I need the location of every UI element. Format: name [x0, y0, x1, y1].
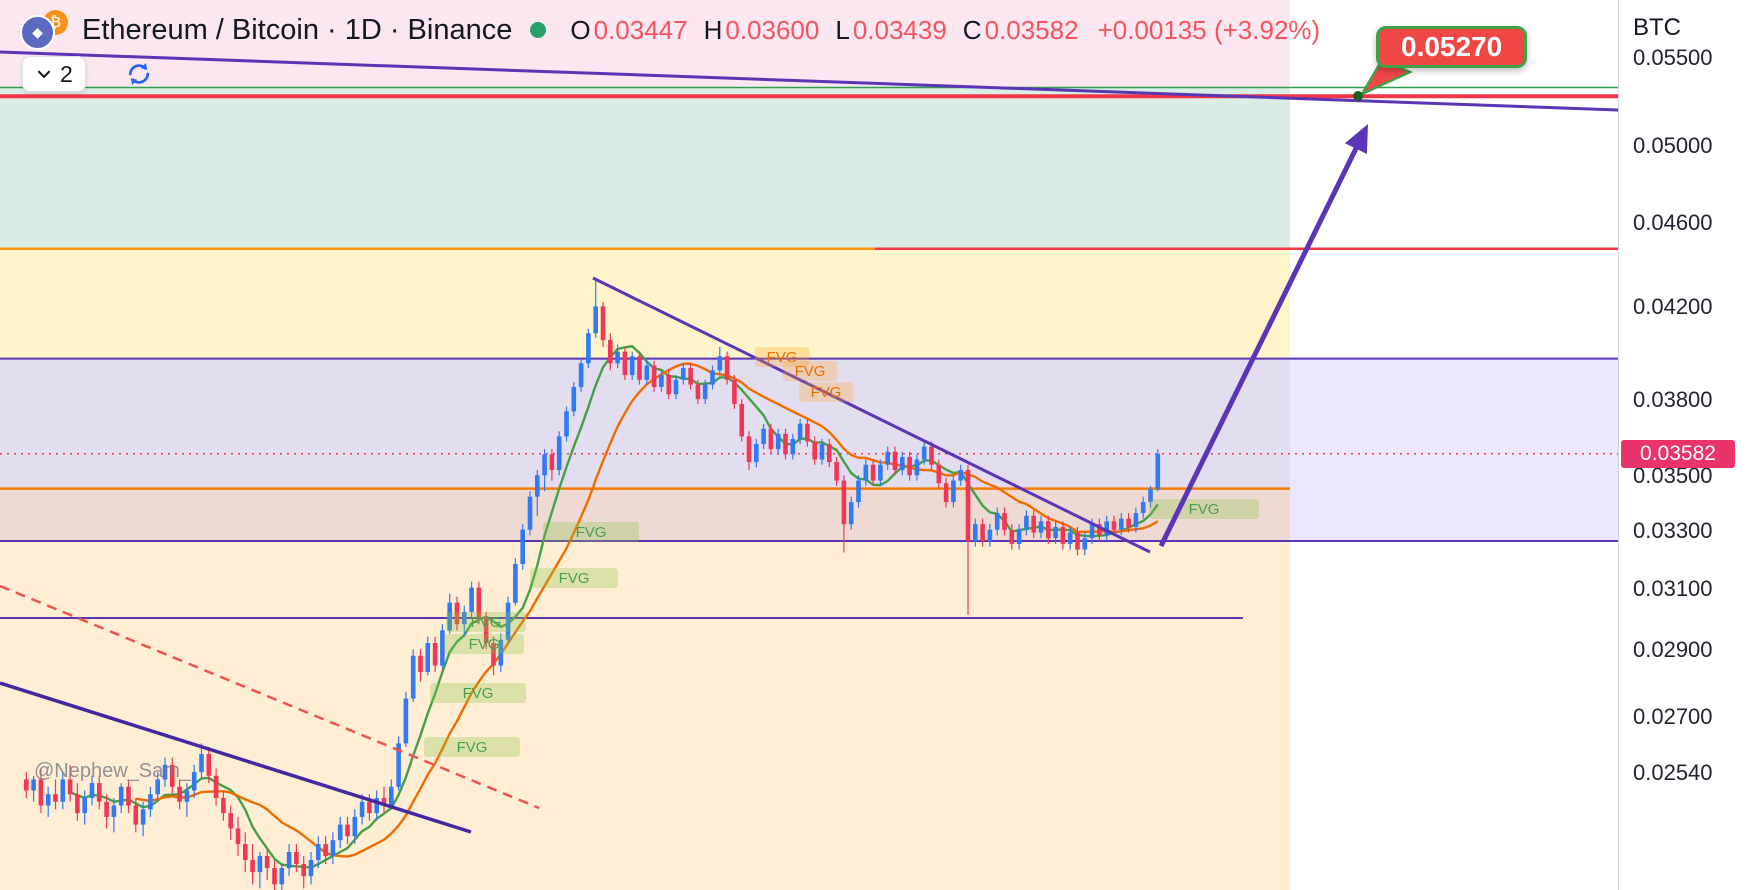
- price-axis[interactable]: BTC 0.05500 0.05000 0.04600 0.04200 0.03800 0…: [1618, 0, 1759, 890]
- ohlc-close-label: C: [962, 14, 982, 45]
- projection-arrow[interactable]: [1158, 142, 1361, 548]
- drawing-toolbar: 2: [22, 56, 156, 92]
- svg-text:FVG: FVG: [469, 636, 500, 653]
- ohlc-close-value: 0.03582: [984, 14, 1079, 45]
- zone-pink: [0, 0, 1290, 88]
- price-axis-label: 0.02700: [1633, 703, 1713, 729]
- svg-text:FVG: FVG: [457, 739, 488, 756]
- ohlc-low-value: 0.03439: [852, 14, 947, 45]
- price-axis-label: 0.03100: [1633, 575, 1713, 601]
- current-price-tag: 0.03582: [1621, 439, 1735, 468]
- ohlc-change: +0.00135 (+3.92%): [1097, 14, 1321, 45]
- sync-arrows-icon: [128, 63, 149, 85]
- zones: [0, 0, 1618, 890]
- zone-orange: [0, 488, 1290, 890]
- symbol-pair-icon: ₿ ◆: [20, 10, 68, 50]
- trendline-0: [0, 50, 1619, 112]
- projection-arrowhead: [1344, 124, 1368, 154]
- objects-tree-button[interactable]: 2: [22, 56, 86, 92]
- price-axis-label: 0.05000: [1633, 133, 1713, 158]
- zone-green: [0, 87, 1290, 249]
- market-status-dot: [530, 22, 547, 38]
- price-callout[interactable]: 0.05270: [1376, 26, 1528, 68]
- svg-text:FVG: FVG: [767, 349, 798, 366]
- trendlines[interactable]: [0, 50, 1619, 834]
- eth-icon: ◆: [20, 15, 55, 50]
- svg-text:FVG: FVG: [576, 524, 607, 541]
- axis-unit-button[interactable]: BTC: [1633, 14, 1681, 41]
- refresh-button[interactable]: [122, 57, 156, 91]
- zone-purple: [0, 358, 1618, 542]
- horizontal-levels[interactable]: [0, 86, 1618, 619]
- candlesticks: [24, 280, 1161, 890]
- price-axis-label: 0.02900: [1633, 637, 1713, 663]
- price-axis-label: 0.04200: [1633, 294, 1713, 320]
- trendline-1: [592, 276, 1151, 554]
- price-axis-label: 0.05500: [1633, 44, 1713, 70]
- trendline-2: [0, 681, 472, 834]
- moving-average-fast: [69, 345, 1159, 869]
- trendline-3: [0, 584, 540, 810]
- ohlc-readout: O 0.03447 H 0.03600 L 0.03439 C 0.03582 +0.0…: [570, 15, 1320, 46]
- ohlc-low-label: L: [835, 14, 850, 45]
- svg-text:FVG: FVG: [1189, 501, 1220, 518]
- objects-count: 2: [60, 60, 73, 87]
- callout-price: 0.05270: [1401, 31, 1503, 62]
- zone-taupe-overlay: [0, 358, 1290, 489]
- price-axis-label: 0.03300: [1633, 517, 1713, 543]
- price-axis-label: 0.03800: [1633, 387, 1713, 413]
- svg-text:FVG: FVG: [471, 614, 502, 631]
- ohlc-open-value: 0.03447: [593, 14, 688, 45]
- watermark: @Nephew_Sam_: [34, 760, 192, 782]
- price-axis-label: 0.02540: [1633, 760, 1713, 786]
- ohlc-high-label: H: [703, 14, 723, 45]
- svg-text:FVG: FVG: [811, 384, 842, 401]
- callout-anchor-dot: [1353, 91, 1363, 101]
- svg-text:FVG: FVG: [795, 363, 826, 380]
- ohlc-high-value: 0.03600: [725, 14, 820, 45]
- symbol-title[interactable]: Ethereum / Bitcoin · 1D · Binance: [82, 13, 513, 46]
- ohlc-open-label: O: [570, 14, 591, 45]
- price-axis-label: 0.04600: [1633, 210, 1713, 236]
- svg-text:FVG: FVG: [463, 685, 494, 702]
- chevron-down-icon: [35, 65, 53, 83]
- svg-text:FVG: FVG: [559, 570, 590, 587]
